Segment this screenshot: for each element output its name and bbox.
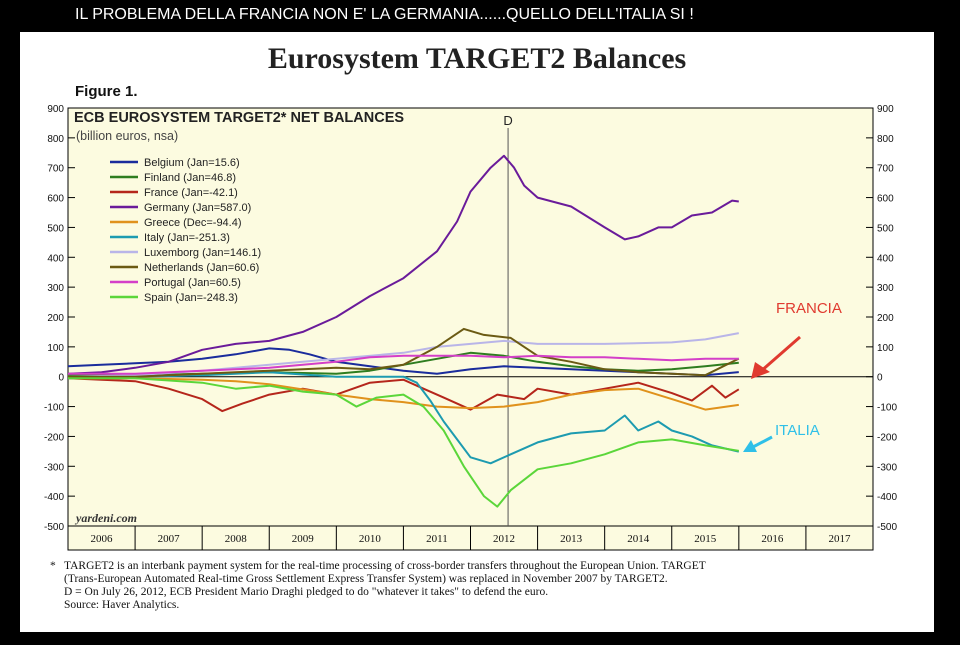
legend-label: Luxemborg (Jan=146.1): [144, 247, 261, 259]
series-line: [68, 354, 739, 375]
legend-label: Greece (Dec=-94.4): [144, 217, 242, 229]
y-tick-label-right: 0: [877, 373, 883, 384]
y-tick-label-right: -500: [877, 522, 897, 533]
legend-label: Spain (Jan=-248.3): [144, 292, 238, 304]
figure-label: Figure 1.: [75, 83, 138, 100]
italia-arrow-head: [743, 440, 757, 452]
y-tick-label: 700: [47, 164, 64, 175]
x-tick-label: 2009: [292, 533, 315, 545]
y-tick-label-right: 600: [877, 194, 894, 205]
y-tick-label: 100: [47, 343, 64, 354]
y-tick-label-right: -200: [877, 432, 897, 443]
plot-area: [67, 107, 874, 527]
y-tick-label: 600: [47, 194, 64, 205]
y-tick-label: 200: [47, 313, 64, 324]
x-tick-label: 2017: [828, 533, 851, 545]
chart: -500 -500 -400 -400 -300 -300 -200 -200 -100 -100…: [44, 104, 897, 551]
footnote-line-3: D = On July 26, 2012, ECB President Mari…: [64, 586, 549, 598]
figure-card: Eurosystem TARGET2 Balances Figure 1. -5…: [20, 32, 934, 632]
italia-callout: ITALIA: [775, 422, 820, 439]
y-tick-label: -300: [44, 462, 64, 473]
x-tick-label: 2013: [560, 533, 583, 545]
chart-title: ECB EUROSYSTEM TARGET2* NET BALANCES: [74, 110, 404, 126]
italia-arrow-shaft: [752, 435, 773, 449]
legend-label: Portugal (Jan=60.5): [144, 277, 241, 289]
y-tick-label-right: -300: [877, 462, 897, 473]
x-tick-label: 2014: [627, 533, 650, 545]
watermark: yardeni.com: [74, 511, 137, 525]
y-tick-label-right: 200: [877, 313, 894, 324]
x-tick-label: 2012: [493, 533, 515, 545]
x-tick-label: 2015: [694, 533, 717, 545]
legend-label: Belgium (Jan=15.6): [144, 157, 240, 169]
y-tick-label-right: 900: [877, 104, 894, 115]
y-tick-label: -400: [44, 492, 64, 503]
event-label: D: [503, 113, 512, 128]
y-tick-label-right: 500: [877, 223, 894, 234]
francia-arrow-shaft: [759, 335, 801, 374]
y-tick-label-right: 300: [877, 283, 894, 294]
legend-label: Germany (Jan=587.0): [144, 202, 251, 214]
chart-main-title: Eurosystem TARGET2 Balances: [267, 42, 687, 75]
legend-label: France (Jan=-42.1): [144, 187, 238, 199]
legend-label: Italy (Jan=-251.3): [144, 232, 230, 244]
x-tick-label: 2006: [91, 533, 114, 545]
y-tick-label-right: 700: [877, 164, 894, 175]
footnote-line-1: TARGET2 is an interbank payment system f…: [64, 560, 706, 572]
y-tick-label: -200: [44, 432, 64, 443]
y-tick-label: 800: [47, 134, 64, 145]
y-tick-label-right: 800: [877, 134, 894, 145]
chart-subtitle: (billion euros, nsa): [76, 129, 178, 143]
footnote-line-4: Source: Haver Analytics.: [64, 599, 180, 611]
y-tick-label: 900: [47, 104, 64, 115]
series-line: [67, 371, 740, 465]
legend-label: Netherlands (Jan=60.6): [144, 262, 259, 274]
y-tick-label: 500: [47, 223, 64, 234]
y-tick-label: -500: [44, 522, 64, 533]
y-tick-label-right: -400: [877, 492, 897, 503]
y-tick-label-right: 400: [877, 253, 894, 264]
series-line: [67, 154, 739, 375]
series-line: [68, 377, 739, 508]
series-line: [68, 327, 740, 378]
y-tick-label: 400: [47, 253, 64, 264]
series-line: [67, 377, 740, 413]
y-tick-label: -100: [44, 403, 64, 414]
series-line: [68, 377, 739, 411]
footnote-line-2: (Trans-European Automated Real-time Gros…: [64, 573, 668, 585]
x-tick-label: 2008: [225, 533, 248, 545]
francia-callout: FRANCIA: [776, 300, 842, 317]
y-tick-label-right: -100: [877, 403, 897, 414]
x-tick-label: 2010: [359, 533, 382, 545]
y-tick-label-right: 100: [877, 343, 894, 354]
y-tick-label: 300: [47, 283, 64, 294]
footnote-star: *: [50, 560, 56, 572]
y-tick-label: 0: [58, 373, 64, 384]
banner-title: IL PROBLEMA DELLA FRANCIA NON E' LA GERM…: [75, 6, 694, 23]
legend-label: Finland (Jan=46.8): [144, 172, 236, 184]
x-tick-label: 2016: [761, 533, 784, 545]
x-tick-label: 2007: [158, 533, 181, 545]
francia-arrow-head: [751, 362, 770, 379]
x-tick-label: 2011: [426, 533, 448, 545]
